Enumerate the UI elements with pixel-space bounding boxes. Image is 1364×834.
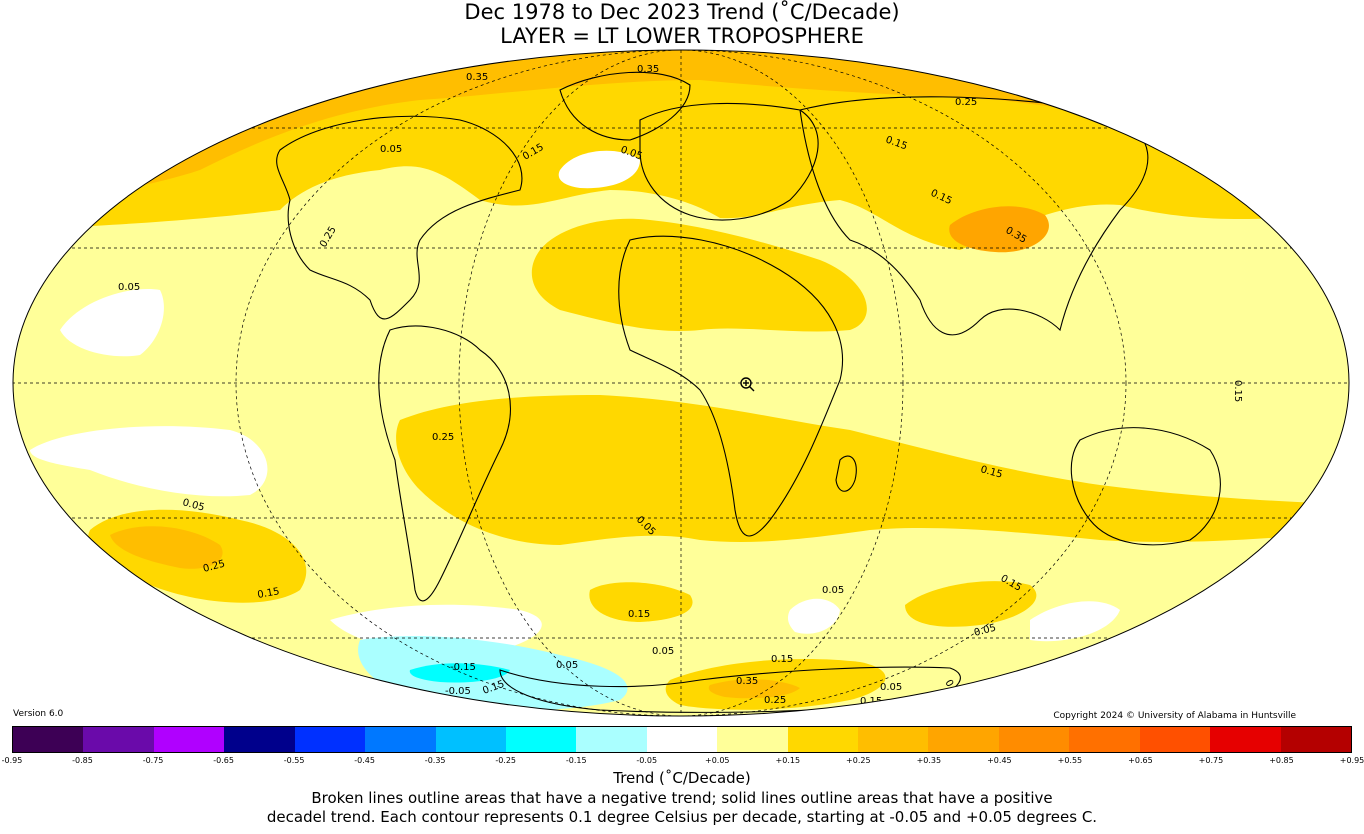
contour-label: 0.25	[764, 695, 786, 706]
graticule-lon-60	[458, 50, 904, 716]
colorbar-label: Trend (˚C/Decade)	[613, 769, 751, 787]
colorbar-tick-label: -0.95	[1, 756, 23, 765]
colorbar-tick-label: -0.55	[283, 756, 305, 765]
colorbar-segment	[13, 727, 84, 752]
trend-region-north-atlantic	[531, 218, 867, 332]
contour-label: 0.25	[432, 432, 454, 443]
colorbar-tick-label: +0.65	[1128, 756, 1153, 765]
colorbar-tick-label: -0.45	[354, 756, 375, 765]
colorbar-segment	[153, 727, 225, 752]
trend-region-neutral-ross	[1030, 601, 1120, 642]
trend-region-south-pacific-core	[110, 526, 223, 569]
coastline-africa	[618, 235, 844, 537]
colorbar-tick-label: +0.55	[1057, 756, 1083, 765]
trend-region-south-indian	[589, 582, 693, 622]
trend-region-tasman	[905, 581, 1037, 627]
contour-label: 0.05	[118, 282, 140, 293]
trend-region-neutral-pacific	[60, 289, 164, 357]
trend-region-asia-hotspot	[949, 206, 1049, 253]
colorbar-segment	[928, 727, 999, 752]
colorbar-tick-label: -0.65	[213, 756, 234, 765]
colorbar-tick-label: +0.15	[775, 756, 801, 765]
colorbar-tick-label: -0.35	[424, 756, 446, 765]
colorbar-segment	[646, 727, 718, 752]
contour-label: 0.15	[628, 609, 650, 620]
colorbar-tick-label: +0.05	[704, 756, 730, 765]
colorbar-segment	[294, 727, 366, 752]
coastline-antarctica	[499, 666, 961, 713]
colorbar	[12, 726, 1352, 753]
contour-label: 0.05	[652, 646, 674, 657]
contour-label: 0.15	[257, 586, 281, 601]
coastline-south-america	[378, 325, 511, 602]
colorbar-segment	[787, 727, 859, 752]
contour-label: 0.35	[637, 64, 659, 75]
contour-label: 0.05	[380, 144, 402, 155]
contour-label: 0.35	[736, 676, 758, 687]
colorbar-segment	[858, 727, 929, 752]
coastline-madagascar	[835, 455, 857, 492]
colorbar-segment	[998, 727, 1070, 752]
colorbar-tick-label: -0.75	[142, 756, 164, 765]
colorbar-segment	[505, 727, 577, 752]
colorbar-segment	[576, 727, 647, 752]
graticule-lon-120	[235, 50, 1127, 716]
colorbar-segment	[717, 727, 788, 752]
contour-label: -0.15	[450, 662, 476, 673]
trend-map: 0.35 0.35 0.25 0.15 0.15 0.35 0.05 0.05 …	[12, 49, 1350, 717]
zoom-cursor-icon[interactable]	[740, 377, 755, 392]
colorbar-segment	[1069, 727, 1140, 752]
colorbar-tick-label: +0.45	[987, 756, 1012, 765]
trend-region-neutral-south-pacific	[30, 426, 268, 497]
colorbar-segment	[365, 727, 436, 752]
colorbar-tick-label: +0.25	[846, 756, 871, 765]
contour-label: 0.15	[860, 696, 882, 707]
contour-label: 0.05	[556, 660, 578, 671]
contour-label: 0.05	[880, 682, 902, 693]
colorbar-tick-label: +0.75	[1198, 756, 1224, 765]
legend-note-line2: decadel trend. Each contour represents 0…	[266, 808, 1098, 826]
map-title: Dec 1978 to Dec 2023 Trend (˚C/Decade)	[464, 0, 900, 24]
colorbar-segment	[1280, 727, 1352, 752]
colorbar-tick-label: -0.15	[565, 756, 587, 765]
map-subtitle: LAYER = LT LOWER TROPOSPHERE	[500, 24, 864, 48]
colorbar-segment	[1139, 727, 1211, 752]
version-label: Version 6.0	[13, 709, 64, 719]
colorbar-tick-label: -0.05	[636, 756, 658, 765]
colorbar-tick-label: +0.95	[1339, 756, 1364, 765]
coastline-europe	[639, 102, 819, 221]
colorbar-segment	[83, 727, 154, 752]
colorbar-segment	[435, 727, 506, 752]
trend-region-neutral-greenland	[558, 150, 640, 189]
map-border	[12, 49, 1350, 717]
colorbar-tick-label: +0.35	[916, 756, 942, 765]
trend-region-south-atlantic	[396, 395, 1349, 545]
trend-region-east-antarctic-core	[708, 679, 800, 699]
trend-region-negative-core	[409, 663, 510, 683]
colorbar-tick-label: +0.85	[1269, 756, 1294, 765]
colorbar-ticks: -0.95 -0.85 -0.75 -0.65 -0.55 -0.45 -0.35 -0.25…	[0, 756, 1364, 768]
colorbar-tick-label: -0.25	[495, 756, 517, 765]
colorbar-segment	[1210, 727, 1281, 752]
contour-label: 0.05	[822, 585, 844, 596]
colorbar-segment	[224, 727, 295, 752]
contour-label: 0.15	[1232, 380, 1243, 402]
legend-note-line1: Broken lines outline areas that have a n…	[311, 789, 1053, 807]
coastline-greenland	[559, 71, 691, 141]
coastline-north-america	[276, 115, 523, 320]
trend-region-neutral-indian	[787, 598, 840, 634]
contour-label: 0.25	[955, 97, 977, 108]
contour-label: 0.15	[771, 654, 793, 665]
copyright-label: Copyright 2024 © University of Alabama i…	[1053, 711, 1296, 721]
coastline-australia	[1070, 427, 1221, 546]
contour-label: -0.05	[445, 686, 471, 697]
contour-label: 0.35	[466, 72, 488, 83]
colorbar-tick-label: -0.85	[72, 756, 93, 765]
